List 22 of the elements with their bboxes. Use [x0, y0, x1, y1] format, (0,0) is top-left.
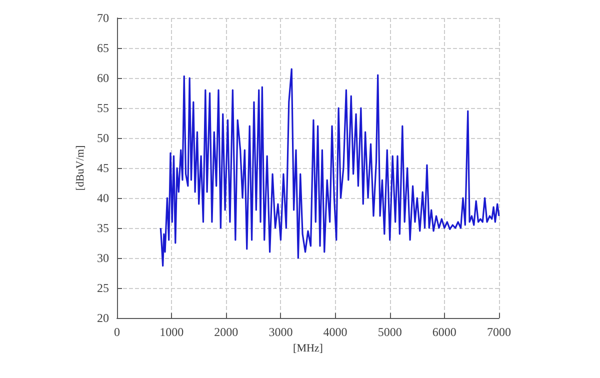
y-tick-label: 55 — [97, 101, 109, 115]
x-tick-label: 3000 — [268, 325, 293, 339]
y-tick-label: 60 — [97, 71, 109, 85]
y-tick-label: 35 — [97, 221, 109, 235]
y-tick-label: 50 — [97, 131, 109, 145]
y-tick-label: 45 — [97, 161, 109, 175]
y-tick-label: 70 — [97, 11, 109, 25]
line-series — [160, 68, 500, 267]
y-tick-label: 30 — [97, 251, 109, 265]
x-axis-title: [MHz] — [293, 342, 323, 354]
x-tick-label: 6000 — [432, 325, 456, 339]
x-tick-label: 5000 — [378, 325, 402, 339]
y-axis-title: [dBuV/m] — [74, 145, 87, 191]
x-tick-label: 2000 — [214, 325, 238, 339]
x-tick-label: 0 — [114, 325, 120, 339]
x-tick-label: 7000 — [487, 325, 511, 339]
y-tick-label: 65 — [97, 41, 109, 55]
x-tick-label: 4000 — [323, 325, 348, 339]
y-tick-label: 20 — [97, 311, 109, 325]
x-tick-label: 1000 — [160, 325, 184, 339]
y-tick-label: 40 — [97, 191, 109, 205]
y-tick-label: 25 — [97, 281, 109, 295]
